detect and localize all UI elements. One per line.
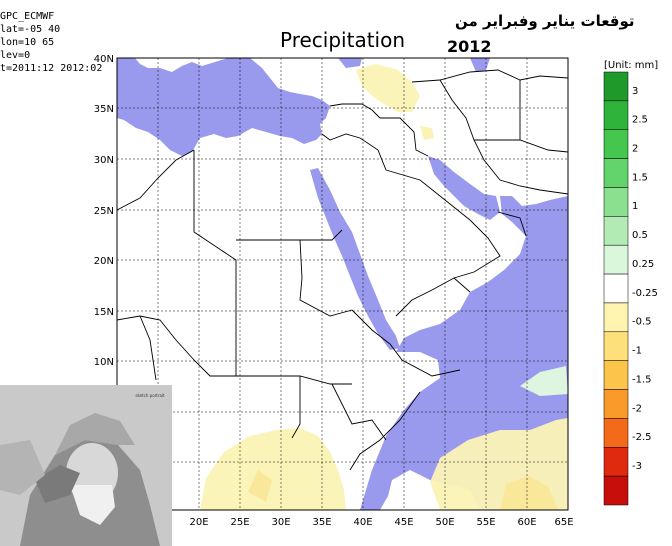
arabic-title: توقعات يناير وفبراير من bbox=[455, 12, 635, 30]
colorbar-level-label: 3 bbox=[632, 86, 638, 97]
lon-label: 65E bbox=[554, 517, 573, 528]
lon-label: 30E bbox=[271, 517, 290, 528]
photo-caption: sketch portrait bbox=[135, 393, 165, 398]
meta-line: GPC_ECMWF bbox=[0, 11, 55, 22]
lat-label: 30N bbox=[94, 155, 114, 166]
lon-label: 20E bbox=[189, 517, 208, 528]
red-sea bbox=[310, 168, 400, 350]
lat-label: 20N bbox=[94, 256, 114, 267]
country-borders bbox=[116, 69, 569, 471]
lat-label: 35N bbox=[94, 104, 114, 115]
lon-label: 40E bbox=[353, 517, 372, 528]
colorbar-swatch bbox=[603, 129, 629, 159]
map-title: Precipitation bbox=[280, 28, 406, 52]
persian-gulf bbox=[428, 156, 500, 220]
colorbar-unit: [Unit: mm] bbox=[604, 60, 658, 71]
colorbar-swatch bbox=[603, 244, 629, 275]
colorbar-level-label: 1.5 bbox=[632, 172, 648, 183]
anomaly-wet bbox=[520, 366, 568, 396]
sketch-portrait-image: sketch portrait bbox=[0, 385, 172, 546]
colorbar-level-label: 0.5 bbox=[632, 230, 648, 241]
lon-label: 60E bbox=[517, 517, 536, 528]
colorbar-swatch bbox=[603, 273, 629, 304]
anomaly-core bbox=[248, 470, 272, 502]
colorbar-level-label: -0.25 bbox=[632, 288, 658, 299]
colorbar-swatch bbox=[603, 418, 629, 448]
colorbar-level-label: -2 bbox=[632, 403, 642, 414]
colorbar-level-label: -1.5 bbox=[632, 374, 652, 385]
colorbar: 3 2.5 2 1.5 1 0.5 0.25 -0.25 -0.5 -1 -1.5 -2 -2.5 -3 bbox=[603, 71, 658, 506]
colorbar-swatch bbox=[603, 100, 629, 130]
meta-line: lon=10 65 bbox=[0, 37, 55, 48]
colorbar-swatch bbox=[603, 447, 629, 477]
lon-label: 55E bbox=[476, 517, 495, 528]
lon-label: 50E bbox=[435, 517, 454, 528]
map-frame bbox=[116, 57, 569, 511]
lat-label: 15N bbox=[94, 307, 114, 318]
meta-line: lev=0 bbox=[0, 50, 31, 61]
colorbar-swatch bbox=[603, 187, 629, 217]
colorbar-level-label: 2.5 bbox=[632, 115, 648, 126]
grid-lines bbox=[117, 58, 568, 510]
colorbar-level-label: -2.5 bbox=[632, 432, 652, 443]
black-sea bbox=[338, 58, 362, 68]
colorbar-swatch bbox=[603, 71, 629, 102]
colorbar-swatch bbox=[603, 216, 629, 246]
colorbar-level-label: -1 bbox=[632, 346, 642, 357]
anomaly-core bbox=[500, 476, 558, 510]
lon-labels: 20E 25E 30E 35E 40E 45E 50E 55E 60E 65E bbox=[189, 517, 573, 528]
colorbar-level-label: -3 bbox=[632, 461, 642, 472]
colorbar-level-label: 0.25 bbox=[632, 259, 654, 270]
lat-label: 10N bbox=[94, 357, 114, 368]
colorbar-swatch bbox=[603, 302, 629, 333]
colorbar-swatch bbox=[603, 331, 629, 361]
lat-label: 40N bbox=[94, 54, 114, 65]
caspian-sea bbox=[470, 58, 490, 72]
colorbar-swatch bbox=[603, 475, 629, 506]
anomaly-east-africa bbox=[200, 428, 346, 510]
lon-label: 35E bbox=[312, 517, 331, 528]
lat-label: 25N bbox=[94, 206, 114, 217]
colorbar-level-label: 1 bbox=[632, 201, 638, 212]
lon-label: 25E bbox=[230, 517, 249, 528]
meta-block: GPC_ECMWF lat=-05 40 lon=10 65 lev=0 t=2… bbox=[0, 10, 102, 75]
meta-line: t=2011:12 2012:02 bbox=[0, 63, 103, 74]
year-label: 2012 bbox=[447, 37, 492, 56]
colorbar-level-label: -0.5 bbox=[632, 317, 652, 328]
colorbar-swatch bbox=[603, 389, 629, 419]
anomaly-iraq-small bbox=[420, 126, 434, 140]
meta-line: lat=-05 40 bbox=[0, 24, 61, 35]
lat-labels: 40N 35N 30N 25N 20N 15N 10N bbox=[94, 54, 114, 368]
colorbar-swatch bbox=[603, 158, 629, 188]
colorbar-level-label: 2 bbox=[632, 143, 638, 154]
mediterranean-sea bbox=[117, 58, 330, 156]
colorbar-swatch bbox=[603, 360, 629, 390]
lon-label: 45E bbox=[394, 517, 413, 528]
